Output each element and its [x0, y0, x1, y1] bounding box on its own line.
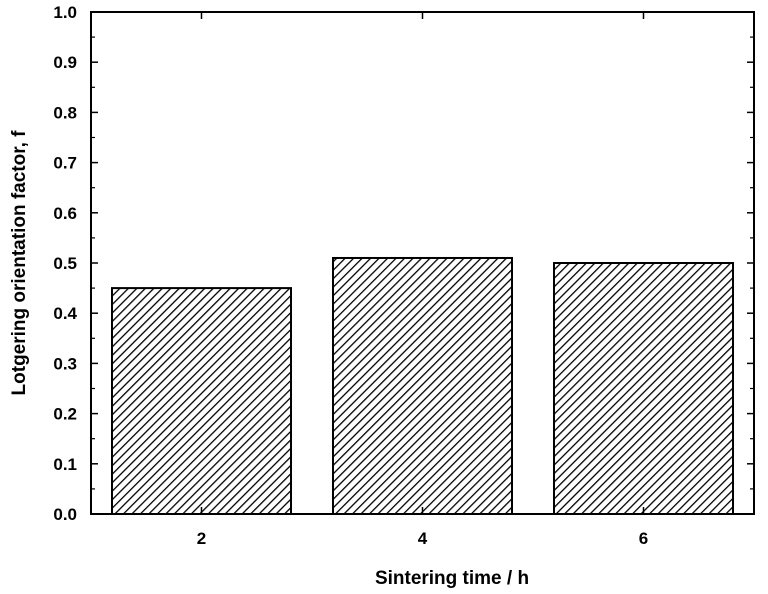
y-tick-label: 0.4	[53, 304, 77, 323]
y-tick-label: 0.1	[53, 455, 77, 474]
y-tick-label: 1.0	[53, 3, 77, 22]
y-tick-label: 0.9	[53, 53, 77, 72]
x-tick-label: 4	[418, 529, 428, 548]
y-tick-label: 0.6	[53, 204, 77, 223]
x-tick-label: 2	[197, 529, 206, 548]
y-tick-label: 0.3	[53, 354, 77, 373]
y-tick-label: 0.0	[53, 505, 77, 524]
y-axis-title: Lotgering orientation factor, f	[9, 130, 30, 396]
y-tick-label: 0.8	[53, 103, 77, 122]
y-tick-label: 0.5	[53, 254, 77, 273]
bar-2	[110, 287, 293, 515]
plot-frame	[90, 11, 755, 515]
bar-4	[331, 256, 514, 515]
y-tick-label: 0.7	[53, 154, 77, 173]
x-axis-title: Sintering time / h	[375, 568, 529, 589]
y-tick-label: 0.2	[53, 405, 77, 424]
x-tick-label: 6	[639, 529, 648, 548]
bar-6	[552, 262, 735, 515]
